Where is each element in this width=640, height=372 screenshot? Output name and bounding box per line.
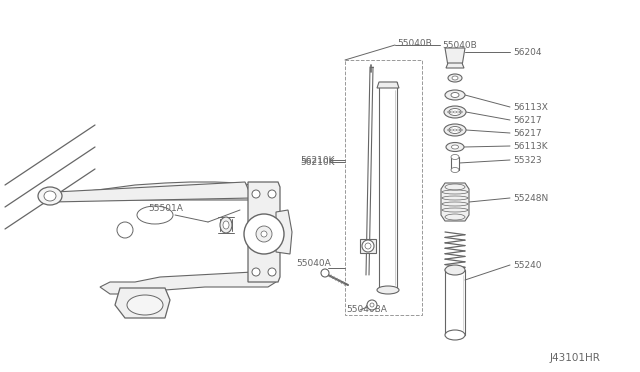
Ellipse shape xyxy=(220,217,232,233)
Bar xyxy=(445,270,465,335)
Ellipse shape xyxy=(370,303,374,307)
Ellipse shape xyxy=(252,268,260,276)
Bar xyxy=(379,82,397,290)
Polygon shape xyxy=(115,288,170,318)
Text: J43101HR: J43101HR xyxy=(550,353,601,363)
Ellipse shape xyxy=(444,124,466,136)
Polygon shape xyxy=(446,63,464,68)
Bar xyxy=(451,157,459,170)
Polygon shape xyxy=(100,264,276,294)
Ellipse shape xyxy=(446,142,464,151)
Text: 55040A: 55040A xyxy=(296,259,331,267)
Ellipse shape xyxy=(256,226,272,242)
Ellipse shape xyxy=(38,187,62,205)
Ellipse shape xyxy=(223,221,229,229)
Text: 55248N: 55248N xyxy=(513,193,548,202)
Ellipse shape xyxy=(127,295,163,315)
Ellipse shape xyxy=(451,93,459,97)
Text: 55040B: 55040B xyxy=(397,38,432,48)
Polygon shape xyxy=(441,183,469,221)
Ellipse shape xyxy=(451,167,459,173)
Ellipse shape xyxy=(448,74,462,82)
Ellipse shape xyxy=(321,269,329,277)
Ellipse shape xyxy=(377,286,399,294)
Bar xyxy=(345,60,422,315)
Polygon shape xyxy=(377,82,399,88)
Ellipse shape xyxy=(268,190,276,198)
Text: 55323: 55323 xyxy=(513,155,541,164)
Text: 56210K: 56210K xyxy=(300,157,335,167)
Text: 56217: 56217 xyxy=(513,115,541,125)
Text: 56217: 56217 xyxy=(513,128,541,138)
Text: 55501A: 55501A xyxy=(148,203,183,212)
Ellipse shape xyxy=(445,90,465,100)
Text: 56113X: 56113X xyxy=(513,103,548,112)
Text: 55040BA: 55040BA xyxy=(346,305,387,314)
Polygon shape xyxy=(52,182,252,202)
Ellipse shape xyxy=(451,154,459,160)
Ellipse shape xyxy=(268,268,276,276)
Ellipse shape xyxy=(445,265,465,275)
Ellipse shape xyxy=(117,222,133,238)
Text: 56113K: 56113K xyxy=(513,141,548,151)
Ellipse shape xyxy=(452,76,458,80)
Ellipse shape xyxy=(362,240,374,252)
Ellipse shape xyxy=(449,126,461,134)
Ellipse shape xyxy=(449,109,461,115)
Polygon shape xyxy=(445,48,465,66)
Ellipse shape xyxy=(252,190,260,198)
Ellipse shape xyxy=(365,243,371,249)
Ellipse shape xyxy=(451,145,458,149)
Polygon shape xyxy=(276,210,292,254)
Polygon shape xyxy=(248,182,280,282)
Polygon shape xyxy=(40,182,252,202)
Text: 55040B: 55040B xyxy=(442,41,477,49)
Ellipse shape xyxy=(137,206,173,224)
Ellipse shape xyxy=(444,106,466,118)
Ellipse shape xyxy=(261,231,267,237)
Text: 55240: 55240 xyxy=(513,260,541,269)
Bar xyxy=(360,239,376,253)
Text: 56210K: 56210K xyxy=(300,155,335,164)
Ellipse shape xyxy=(244,214,284,254)
Ellipse shape xyxy=(445,330,465,340)
Ellipse shape xyxy=(367,300,377,310)
Ellipse shape xyxy=(44,191,56,201)
Text: 56204: 56204 xyxy=(513,48,541,57)
